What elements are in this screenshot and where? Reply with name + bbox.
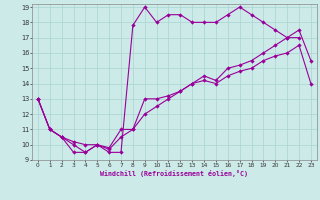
- X-axis label: Windchill (Refroidissement éolien,°C): Windchill (Refroidissement éolien,°C): [100, 170, 248, 177]
